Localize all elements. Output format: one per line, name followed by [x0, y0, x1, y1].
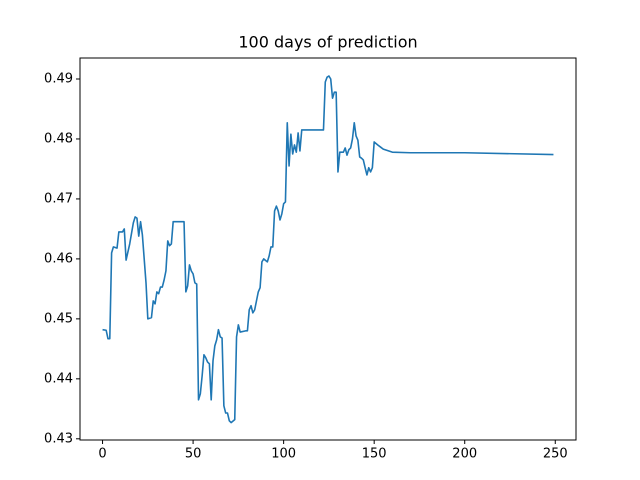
y-tick-label: 0.45: [44, 311, 73, 326]
x-tick-label: 200: [452, 447, 477, 462]
x-tick-label: 250: [543, 447, 568, 462]
plot-frame: [79, 57, 577, 441]
y-tick-label: 0.43: [44, 431, 73, 446]
y-tick-label: 0.49: [44, 71, 73, 86]
x-tick-label: 100: [271, 447, 296, 462]
x-tick-label: 50: [185, 447, 202, 462]
chart-title: 100 days of prediction: [238, 33, 417, 52]
x-tick-label: 150: [362, 447, 387, 462]
y-tick-label: 0.48: [44, 131, 73, 146]
y-tick-label: 0.47: [44, 191, 73, 206]
y-tick-label: 0.46: [44, 251, 73, 266]
data-line: [102, 75, 554, 424]
x-tick-label: 0: [98, 447, 106, 462]
y-tick-label: 0.44: [44, 371, 73, 386]
